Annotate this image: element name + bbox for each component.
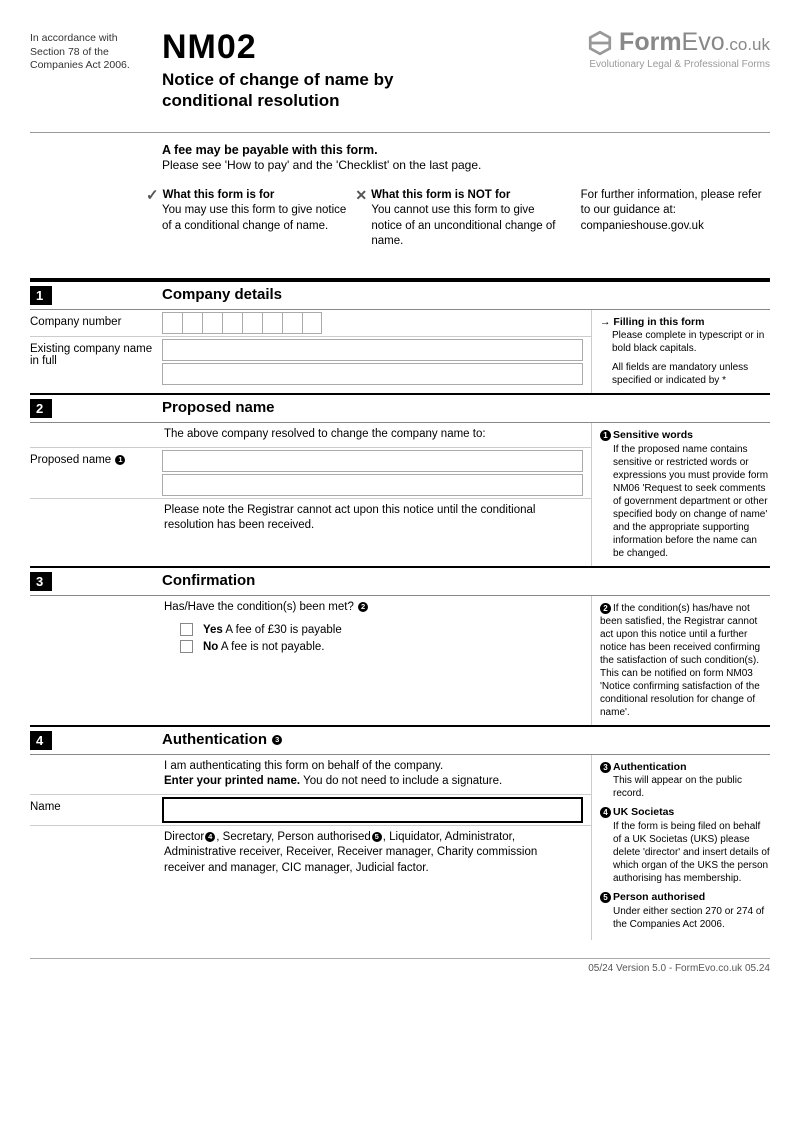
tick-icon: ✓: [146, 188, 159, 203]
note-2-icon: 2: [358, 602, 368, 612]
form-title: Notice of change of name by conditional …: [162, 69, 472, 112]
note-3-icon: 3: [272, 735, 282, 745]
header: In accordance with Section 78 of the Com…: [30, 28, 770, 112]
checkbox-no[interactable]: [180, 640, 193, 653]
form-code: NM02: [162, 28, 575, 67]
section-3-title: Confirmation: [162, 568, 770, 595]
fee-notice: A fee may be payable with this form. Ple…: [162, 143, 770, 172]
side-condition-body: If the condition(s) has/have not been sa…: [600, 603, 760, 718]
roles-list: Director4, Secretary, Person authorised5…: [162, 826, 583, 881]
side-uks-body: If the form is being filed on behalf of …: [613, 820, 770, 885]
company-number-input[interactable]: [162, 312, 583, 334]
section-1-title: Company details: [162, 282, 770, 309]
section-3-number: 3: [30, 572, 52, 591]
side-person-body: Under either section 270 or 274 of the C…: [613, 905, 770, 931]
name-input[interactable]: [162, 797, 583, 823]
logo: FormEvo.co.uk Evolutionary Legal & Profe…: [587, 28, 770, 70]
existing-name-label: Existing company name in full: [30, 337, 162, 369]
form-for-head: What this form is for: [163, 188, 275, 204]
logo-suffix: .co.uk: [725, 35, 770, 54]
side-sensitive-head: Sensitive words: [613, 429, 693, 441]
existing-name-input-2[interactable]: [162, 363, 583, 385]
existing-name-input-1[interactable]: [162, 339, 583, 361]
side-filling-head: Filling in this form: [600, 316, 704, 328]
further-info-head: For further information, please refer to…: [581, 188, 770, 219]
side-note-2-icon: 2: [600, 603, 611, 614]
side-auth-body: This will appear on the public record.: [613, 774, 770, 800]
section-4-title: Authentication 3: [162, 727, 770, 754]
footer-version: 05/24 Version 5.0 - FormEvo.co.uk 05.24: [30, 958, 770, 974]
logo-text-light: Evo: [682, 28, 725, 56]
checkbox-no-row[interactable]: No A fee is not payable.: [180, 640, 583, 653]
proposed-intro: The above company resolved to change the…: [162, 423, 583, 447]
proposed-name-label: Proposed name 1: [30, 448, 162, 468]
side-note-5-icon: 5: [600, 892, 611, 903]
side-sensitive-body: If the proposed name contains sensitive …: [613, 443, 770, 560]
fee-text: Please see 'How to pay' and the 'Checkli…: [162, 158, 770, 172]
side-uks-head: UK Societas: [613, 806, 674, 818]
section-2-title: Proposed name: [162, 395, 770, 422]
condition-question: Has/Have the condition(s) been met? 2: [162, 596, 583, 620]
info-row: ✓What this form is for You may use this …: [162, 188, 770, 250]
proposed-name-input-2[interactable]: [162, 474, 583, 496]
side-auth-head: Authentication: [613, 761, 687, 773]
note-1-icon: 1: [115, 455, 125, 465]
further-info-link: companieshouse.gov.uk: [581, 219, 770, 235]
side-note-3-icon: 3: [600, 762, 611, 773]
section-2-number: 2: [30, 399, 52, 418]
side-person-head: Person authorised: [613, 891, 705, 903]
name-label: Name: [30, 795, 162, 815]
form-for-body: You may use this form to give notice of …: [162, 203, 351, 234]
auth-intro: I am authenticating this form on behalf …: [162, 755, 583, 794]
note-4-icon: 4: [205, 832, 215, 842]
checkbox-yes-row[interactable]: Yes A fee of £30 is payable: [180, 623, 583, 636]
registrar-note: Please note the Registrar cannot act upo…: [162, 499, 583, 538]
side-filling-2: All fields are mandatory unless specifie…: [612, 361, 770, 387]
side-note-4-icon: 4: [600, 807, 611, 818]
form-not-body: You cannot use this form to give notice …: [371, 203, 560, 250]
checkbox-yes[interactable]: [180, 623, 193, 636]
logo-text-bold: Form: [619, 28, 682, 56]
cross-icon: ✕: [355, 188, 367, 202]
hexagon-icon: [587, 30, 613, 56]
side-note-1-icon: 1: [600, 430, 611, 441]
proposed-name-input-1[interactable]: [162, 450, 583, 472]
form-not-head: What this form is NOT for: [371, 188, 510, 204]
company-number-label: Company number: [30, 310, 162, 330]
side-filling-1: Please complete in typescript or in bold…: [612, 329, 770, 355]
fee-bold: A fee may be payable with this form.: [162, 143, 770, 157]
accordance-text: In accordance with Section 78 of the Com…: [30, 28, 150, 73]
logo-tagline: Evolutionary Legal & Professional Forms: [587, 59, 770, 70]
section-4-number: 4: [30, 731, 52, 750]
section-1-number: 1: [30, 286, 52, 305]
note-5-icon: 5: [372, 832, 382, 842]
